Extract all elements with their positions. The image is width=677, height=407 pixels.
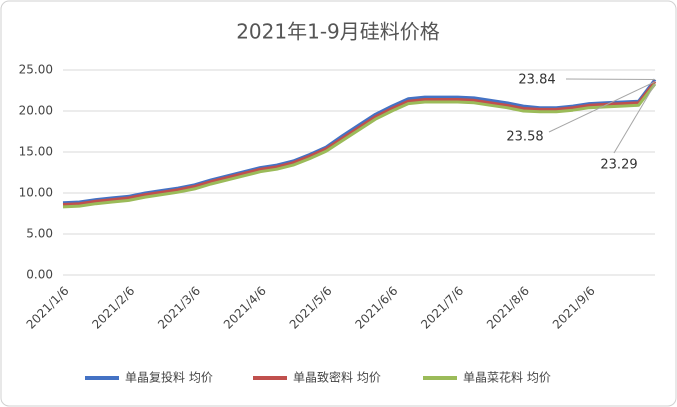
series-line — [62, 83, 657, 209]
legend-label: 单晶致密料 均价 — [293, 370, 381, 385]
y-tick-label: 5.00 — [26, 227, 53, 241]
legend-label: 单晶复投料 均价 — [125, 370, 213, 385]
data-label: 23.84 — [518, 73, 555, 88]
y-tick-label: 25.00 — [19, 63, 53, 77]
series-line — [62, 78, 657, 205]
legend-label: 单晶菜花料 均价 — [463, 370, 551, 385]
series-line — [62, 80, 657, 206]
leader-line — [613, 83, 656, 154]
leader-line — [565, 78, 656, 81]
data-label: 23.29 — [600, 158, 637, 173]
y-tick-label: 0.00 — [26, 268, 53, 282]
y-tick-label: 20.00 — [19, 104, 53, 118]
leader-line — [548, 81, 656, 133]
data-label: 23.58 — [506, 130, 543, 145]
y-tick-label: 10.00 — [19, 186, 53, 200]
chart-title: 2021年1-9月硅料价格 — [236, 20, 440, 44]
y-tick-label: 15.00 — [19, 145, 53, 159]
